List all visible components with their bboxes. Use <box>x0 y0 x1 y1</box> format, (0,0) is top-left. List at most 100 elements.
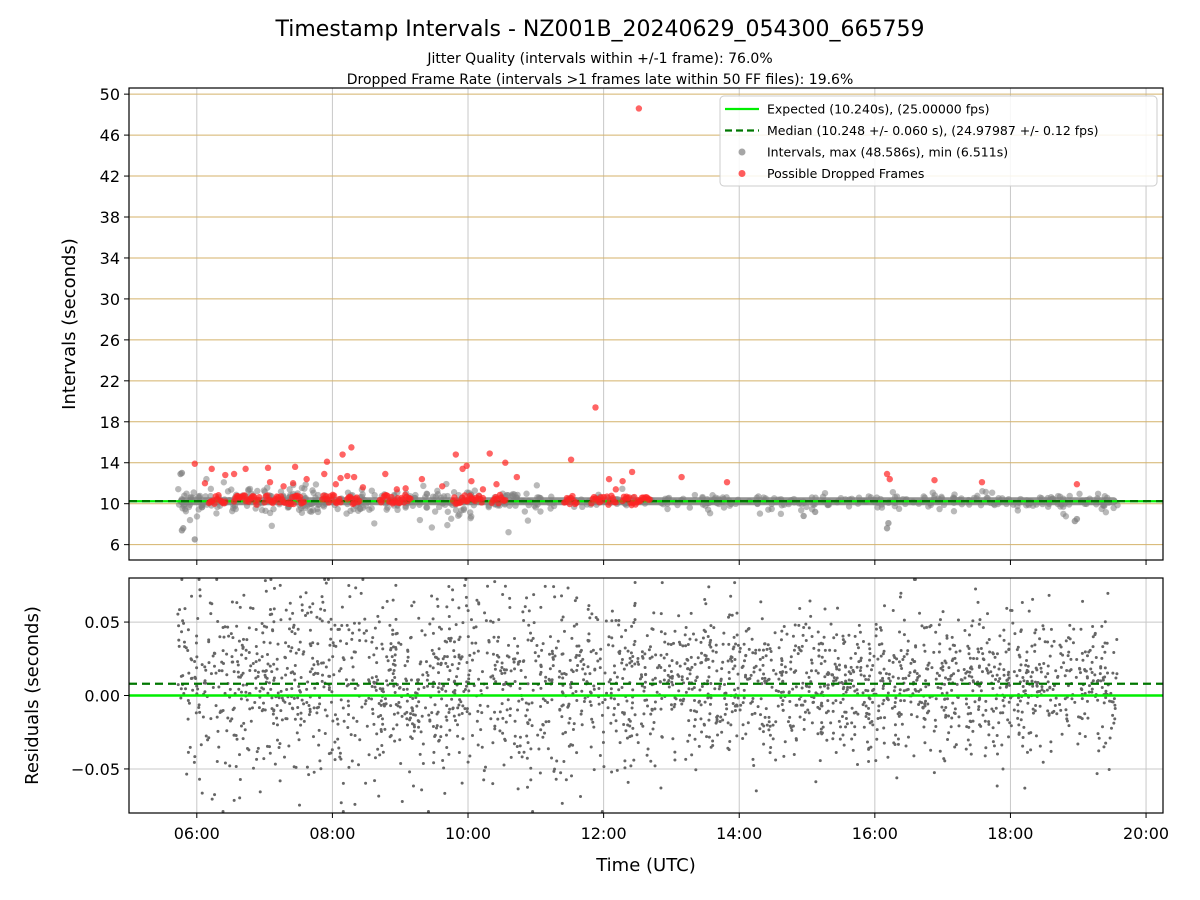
residual-point <box>1023 786 1027 790</box>
residual-point <box>480 711 484 715</box>
residual-point <box>253 669 257 673</box>
residual-point <box>968 719 972 723</box>
residual-point <box>196 616 200 620</box>
residual-point <box>861 640 865 644</box>
residual-point <box>1039 666 1043 670</box>
residual-point <box>742 688 746 692</box>
residual-point <box>1005 684 1009 688</box>
residual-point <box>535 644 539 648</box>
residual-point <box>925 625 929 629</box>
residual-point <box>978 697 982 701</box>
residual-point <box>856 646 860 650</box>
residual-point <box>926 663 930 667</box>
residual-point <box>458 635 462 639</box>
residual-point <box>311 656 315 660</box>
residual-point <box>411 713 415 717</box>
interval-point <box>1094 495 1101 502</box>
residual-point <box>642 712 646 716</box>
residual-point <box>350 637 354 641</box>
residual-point <box>820 721 824 725</box>
residual-point <box>981 652 985 656</box>
residual-point <box>825 738 829 742</box>
residual-point <box>561 676 565 680</box>
residual-point <box>728 613 732 617</box>
residual-point <box>611 644 615 648</box>
interval-point <box>312 494 319 501</box>
residual-point <box>570 636 574 640</box>
dropped-frame-point <box>573 499 580 506</box>
residual-point <box>704 658 708 662</box>
residual-point <box>532 593 536 597</box>
residual-point <box>290 646 294 650</box>
residual-point <box>1041 624 1045 628</box>
residual-point <box>837 719 841 723</box>
residual-point <box>278 583 282 587</box>
residual-point <box>692 698 696 702</box>
residual-point <box>646 704 650 708</box>
residual-point <box>1102 745 1106 749</box>
residual-point <box>377 794 381 798</box>
residual-point <box>905 688 909 692</box>
interval-point <box>1101 493 1109 500</box>
residual-point <box>310 667 314 671</box>
residual-point <box>1100 624 1104 628</box>
residual-point <box>736 696 740 700</box>
residual-point <box>443 654 447 658</box>
residual-point <box>698 688 702 692</box>
residual-point <box>632 758 636 762</box>
residual-point <box>1035 668 1039 672</box>
residual-point <box>299 717 303 721</box>
residual-point <box>228 719 232 723</box>
interval-point <box>537 508 544 515</box>
residual-point <box>659 786 663 790</box>
residual-point <box>1016 645 1020 649</box>
residual-point <box>897 660 901 664</box>
interval-point <box>845 503 853 510</box>
residual-point <box>453 679 457 683</box>
dropped-frame-point <box>330 492 338 499</box>
residual-point <box>769 658 773 662</box>
residual-point <box>311 602 315 606</box>
residual-point <box>1017 731 1021 735</box>
residual-point <box>659 612 663 616</box>
residual-point <box>365 724 369 728</box>
residual-point <box>673 696 677 700</box>
residual-point <box>296 627 300 631</box>
residual-point <box>338 639 342 643</box>
residual-point <box>582 678 586 682</box>
residual-point <box>445 746 449 750</box>
residual-point <box>1094 655 1098 659</box>
residual-point <box>515 745 519 749</box>
residual-point <box>750 712 754 716</box>
residual-point <box>963 676 967 680</box>
residual-point <box>614 729 618 733</box>
residual-point <box>904 744 908 748</box>
residual-point <box>740 665 744 669</box>
residual-point <box>321 673 325 677</box>
residual-point <box>723 712 727 716</box>
residual-point <box>949 725 953 729</box>
residual-point <box>550 678 554 682</box>
residual-point <box>940 661 944 665</box>
residual-point <box>954 661 958 665</box>
residual-point <box>370 697 374 701</box>
residual-point <box>492 677 496 681</box>
residual-point <box>858 669 862 673</box>
residual-point <box>826 683 830 687</box>
interval-point <box>889 488 897 496</box>
residual-point <box>741 701 745 705</box>
residual-point <box>630 624 634 628</box>
residual-point <box>610 609 614 613</box>
residual-point <box>923 649 927 653</box>
residual-point <box>254 627 258 631</box>
residual-point <box>466 760 470 764</box>
residual-point <box>1101 645 1105 649</box>
residual-point <box>211 686 215 690</box>
residual-point <box>345 623 349 627</box>
residual-point <box>699 703 703 707</box>
residual-point <box>529 766 533 770</box>
residual-point <box>297 648 301 652</box>
time-xtick-label: 16:00 <box>852 824 898 843</box>
interval-point <box>1066 492 1073 500</box>
residual-point <box>249 606 253 610</box>
